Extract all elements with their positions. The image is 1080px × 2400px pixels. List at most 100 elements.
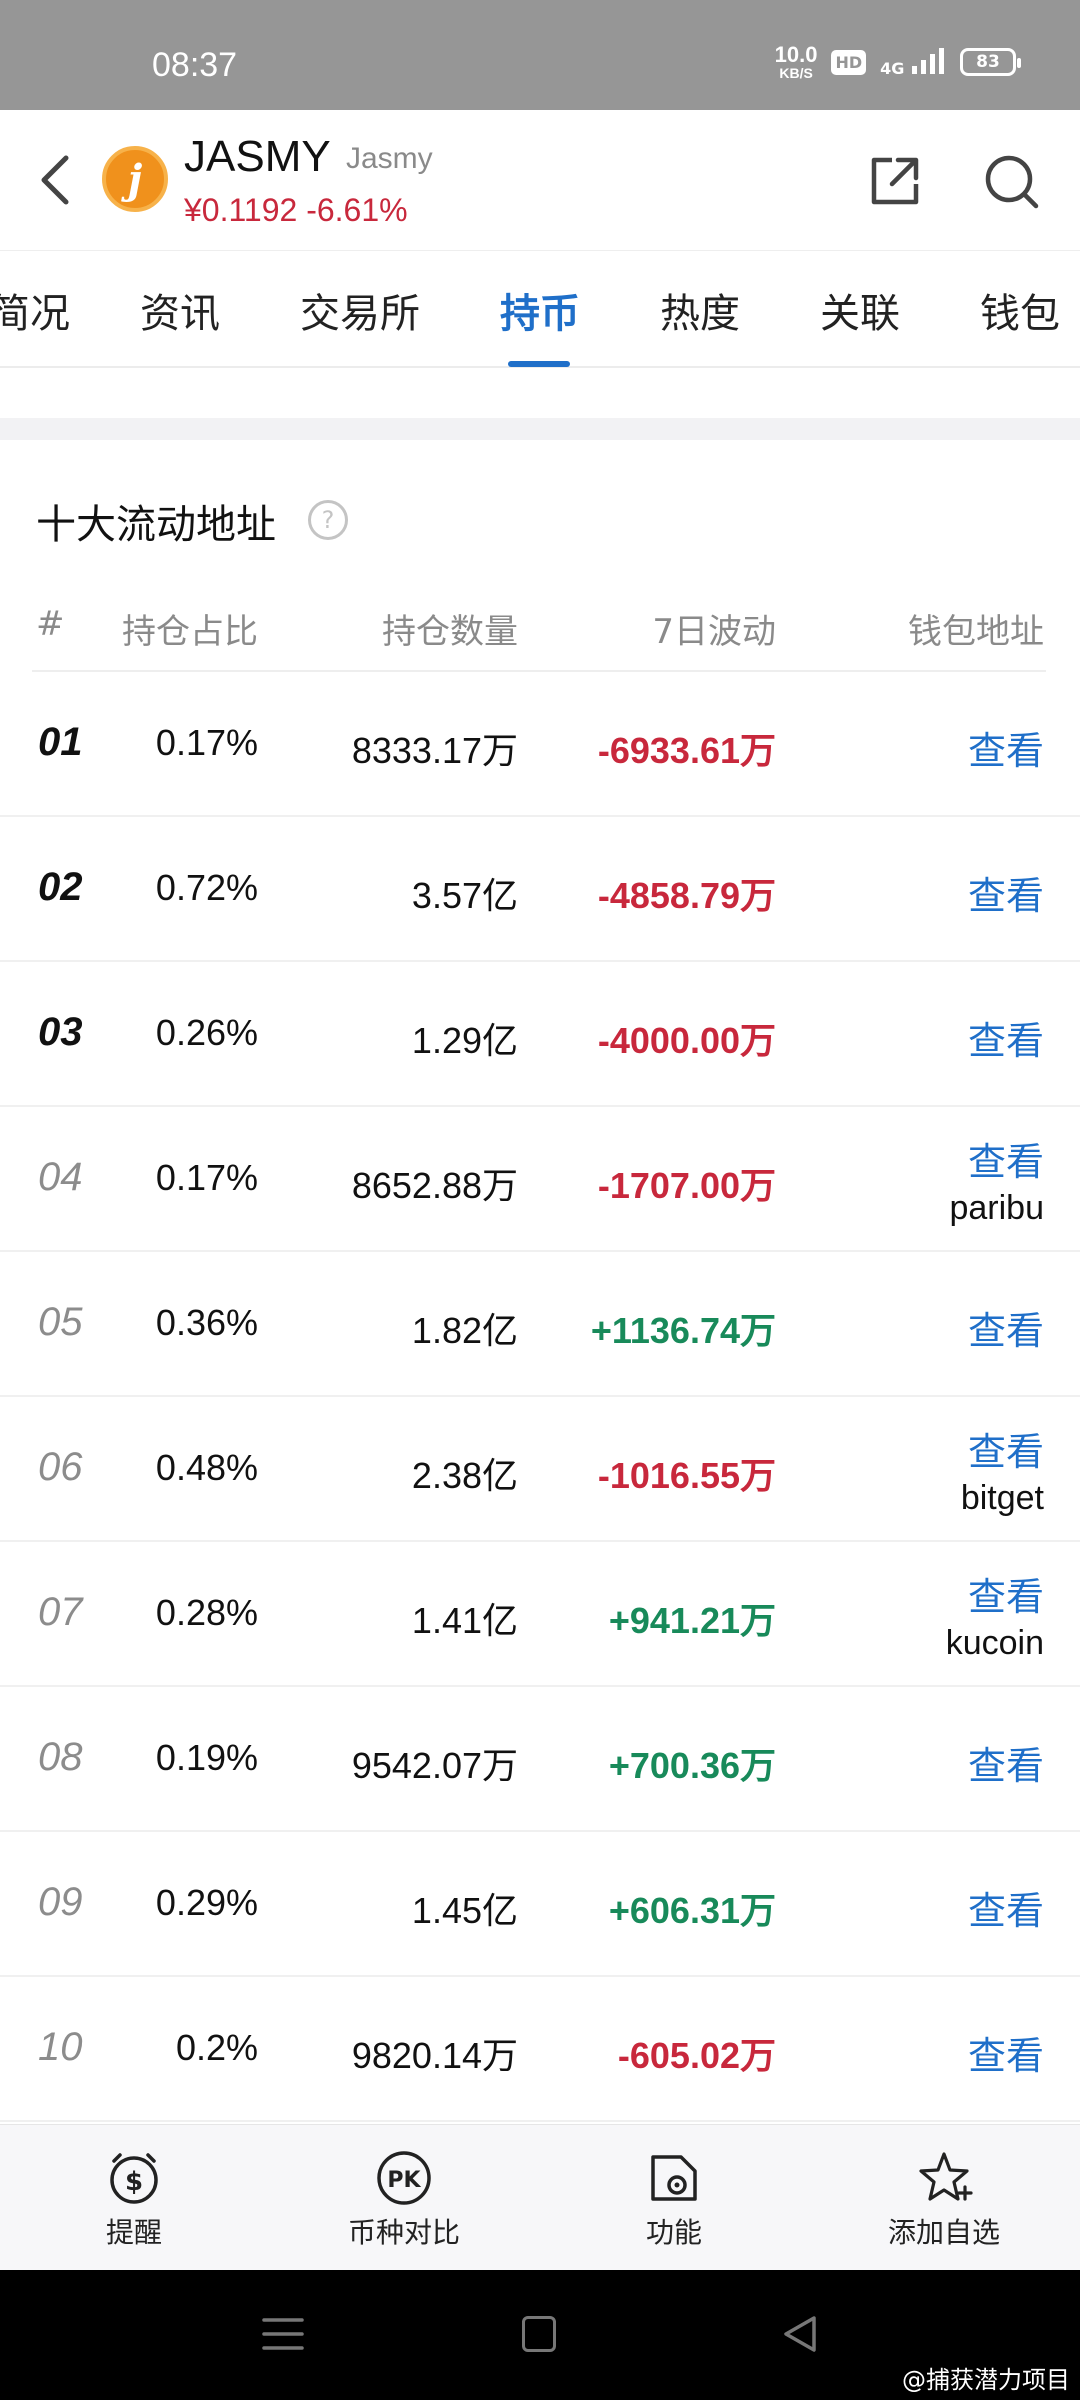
- view-address-link[interactable]: 查看: [967, 729, 1044, 773]
- row-pct: 0.2%: [175, 2027, 258, 2068]
- alert-label: 提醒: [105, 2216, 162, 2249]
- row-rank: 06: [38, 1445, 83, 1489]
- view-address-link[interactable]: 查看: [967, 1430, 1044, 1474]
- active-tab-indicator: [508, 361, 570, 367]
- view-address-link[interactable]: 查看: [967, 1309, 1044, 1353]
- row-pct: 0.29%: [155, 1882, 258, 1923]
- col-change: 7日波动: [652, 612, 776, 652]
- table-row: 04 0.17% 8652.88万 -1707.00万 查看 paribu: [0, 1107, 1080, 1252]
- coin-symbol: JASMY: [184, 132, 331, 181]
- view-address-link[interactable]: 查看: [967, 1889, 1044, 1933]
- row-rank: 03: [38, 1010, 83, 1054]
- col-rank: #: [36, 604, 65, 644]
- status-bar: 08:37 10.0 KB/S HD 4G 83: [0, 0, 1080, 110]
- back-arrow-icon[interactable]: [28, 150, 88, 210]
- signal-bars-icon: [912, 48, 944, 74]
- alarm-clock-dollar-icon: $: [110, 2153, 158, 2204]
- row-pct: 0.26%: [155, 1012, 258, 1053]
- add-watchlist-label: 添加自选: [887, 2216, 1000, 2249]
- add-watchlist-button[interactable]: 添加自选: [844, 2149, 1044, 2251]
- row-change: -4858.79万: [597, 875, 776, 916]
- table-row: 05 0.36% 1.82亿 +1136.74万 查看: [0, 1252, 1080, 1397]
- view-address-link[interactable]: 查看: [967, 1140, 1044, 1184]
- row-pct: 0.19%: [155, 1737, 258, 1778]
- row-qty: 9820.14万: [351, 2035, 518, 2076]
- holders-table: 01 0.17% 8333.17万 -6933.61万 查看 02 0.72% …: [0, 672, 1080, 2122]
- row-change: +1136.74万: [590, 1310, 776, 1351]
- row-qty: 8333.17万: [351, 730, 518, 771]
- watermark-text: @捕获潜力项目: [902, 2366, 1070, 2394]
- col-pct: 持仓占比: [122, 612, 258, 652]
- view-address-link[interactable]: 查看: [967, 874, 1044, 918]
- coin-logo-letter: j: [127, 155, 143, 203]
- row-change: -1016.55万: [597, 1455, 776, 1496]
- row-rank: 10: [38, 2025, 83, 2069]
- coin-price: ¥0.1192 -6.61%: [184, 192, 408, 228]
- view-address-link[interactable]: 查看: [967, 1575, 1044, 1619]
- tab-related[interactable]: 关联: [820, 291, 900, 337]
- table-row: 06 0.48% 2.38亿 -1016.55万 查看 bitget: [0, 1397, 1080, 1542]
- exchange-tag: paribu: [949, 1189, 1044, 1227]
- help-icon[interactable]: ?: [308, 500, 348, 540]
- tab-wallet[interactable]: 钱包: [980, 291, 1060, 337]
- row-change: -6933.61万: [597, 730, 776, 771]
- net-speed-value: 10.0: [774, 42, 818, 67]
- table-header-divider: [32, 670, 1046, 672]
- row-rank: 09: [38, 1880, 83, 1924]
- row-rank: 07: [38, 1590, 83, 1634]
- view-address-link[interactable]: 查看: [967, 1019, 1044, 1063]
- row-change: +700.36万: [608, 1745, 776, 1786]
- row-qty: 3.57亿: [411, 875, 518, 916]
- tab-holders[interactable]: 持币: [500, 291, 580, 337]
- row-pct: 0.28%: [155, 1592, 258, 1633]
- tab-bar: 简况 资讯 交易所 持币 热度 关联 钱包: [0, 250, 1080, 368]
- exchange-tag: kucoin: [945, 1624, 1044, 1662]
- view-address-link[interactable]: 查看: [967, 1744, 1044, 1788]
- help-glyph: ?: [321, 506, 335, 534]
- row-change: -4000.00万: [597, 1020, 776, 1061]
- table-header: # 持仓占比 持仓数量 7日波动 钱包地址: [0, 600, 1080, 672]
- row-pct: 0.17%: [155, 1157, 258, 1198]
- svg-text:$: $: [125, 2167, 143, 2197]
- status-time: 08:37: [152, 46, 238, 84]
- menu-icon[interactable]: [262, 2314, 304, 2354]
- battery-icon: 83: [960, 48, 1021, 76]
- row-change: +941.21万: [608, 1600, 776, 1641]
- hd-icon: HD: [831, 49, 867, 75]
- section-title: 十大流动地址: [36, 502, 276, 548]
- row-pct: 0.17%: [155, 722, 258, 763]
- compare-button[interactable]: PK 币种对比: [304, 2149, 504, 2251]
- table-row: 01 0.17% 8333.17万 -6933.61万 查看: [0, 672, 1080, 817]
- tab-overview[interactable]: 简况: [0, 291, 70, 337]
- svg-text:PK: PK: [387, 2168, 421, 2193]
- table-row: 09 0.29% 1.45亿 +606.31万 查看: [0, 1832, 1080, 1977]
- share-icon[interactable]: [866, 152, 924, 210]
- table-row: 10 0.2% 9820.14万 -605.02万 查看: [0, 1977, 1080, 2122]
- row-rank: 02: [38, 865, 83, 909]
- row-qty: 1.29亿: [411, 1020, 518, 1061]
- network-type: 4G: [880, 59, 905, 78]
- tab-heat[interactable]: 热度: [660, 291, 740, 337]
- row-qty: 1.82亿: [411, 1310, 518, 1351]
- battery-level: 83: [976, 52, 1000, 72]
- row-rank: 01: [38, 720, 83, 764]
- row-qty: 1.41亿: [411, 1600, 518, 1641]
- system-nav-bar: @捕获潜力项目: [0, 2270, 1080, 2400]
- net-speed-unit: KB/S: [779, 65, 813, 81]
- col-qty: 持仓数量: [382, 612, 518, 652]
- functions-button[interactable]: 功能: [574, 2149, 774, 2251]
- alert-button[interactable]: $ 提醒: [34, 2149, 234, 2251]
- functions-label: 功能: [645, 2216, 702, 2249]
- tab-exchanges[interactable]: 交易所: [300, 291, 420, 337]
- tab-news[interactable]: 资讯: [140, 291, 220, 337]
- home-icon[interactable]: [522, 2316, 556, 2352]
- signal-icon: 4G: [880, 46, 946, 78]
- coin-full-name: Jasmy: [346, 142, 433, 175]
- pk-icon: PK: [377, 2151, 431, 2205]
- row-rank: 04: [38, 1155, 83, 1199]
- net-speed: 10.0 KB/S: [774, 42, 818, 81]
- search-icon[interactable]: [982, 152, 1040, 210]
- nav-back-icon[interactable]: [780, 2314, 820, 2354]
- toolbox-icon: [651, 2155, 697, 2201]
- view-address-link[interactable]: 查看: [967, 2034, 1044, 2078]
